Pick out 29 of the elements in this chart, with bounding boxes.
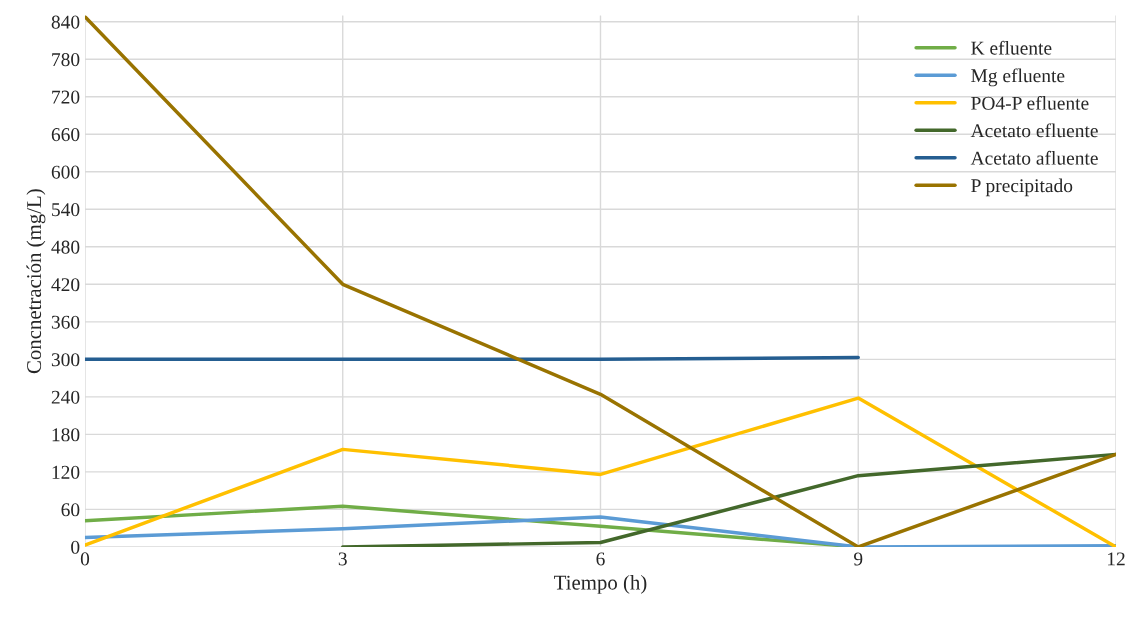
x-axis-title: Tiempo (h) bbox=[554, 574, 647, 594]
x-tick-label: 6 bbox=[596, 552, 605, 566]
legend-label: Acetato efluente bbox=[970, 123, 1098, 138]
y-tick-label: 480 bbox=[51, 240, 80, 254]
y-tick-label: 540 bbox=[52, 203, 80, 217]
legend-label: PO4-P efluente bbox=[971, 95, 1089, 110]
y-tick-label: 240 bbox=[51, 390, 80, 404]
x-tick-label: 9 bbox=[854, 552, 863, 566]
legend-label: P precipitado bbox=[971, 178, 1073, 197]
y-tick-label: 660 bbox=[51, 128, 80, 142]
y-tick-label: 720 bbox=[52, 90, 80, 104]
y-tick-label: 60 bbox=[61, 503, 80, 517]
y-tick-label: 600 bbox=[51, 165, 80, 179]
y-axis-title: Concnetración (mg/L) bbox=[26, 189, 46, 374]
x-tick-label: 0 bbox=[80, 552, 90, 566]
x-tick-label: 3 bbox=[338, 552, 347, 566]
x-tick-label: 12 bbox=[1107, 552, 1125, 566]
legend-label: K efluente bbox=[971, 40, 1052, 55]
y-tick-label: 0 bbox=[71, 540, 80, 554]
y-tick-label: 300 bbox=[51, 353, 80, 367]
y-tick-label: 420 bbox=[51, 278, 80, 292]
y-tick-label: 360 bbox=[51, 315, 80, 329]
y-tick-label: 840 bbox=[51, 15, 80, 29]
y-tick-label: 120 bbox=[52, 465, 80, 479]
y-tick-label: 780 bbox=[52, 53, 80, 67]
legend-label: Acetato afluente bbox=[970, 150, 1098, 165]
legend-label: Mg efluente bbox=[971, 68, 1065, 87]
line-series bbox=[84, 15, 1117, 547]
y-tick-label: 180 bbox=[52, 428, 80, 442]
